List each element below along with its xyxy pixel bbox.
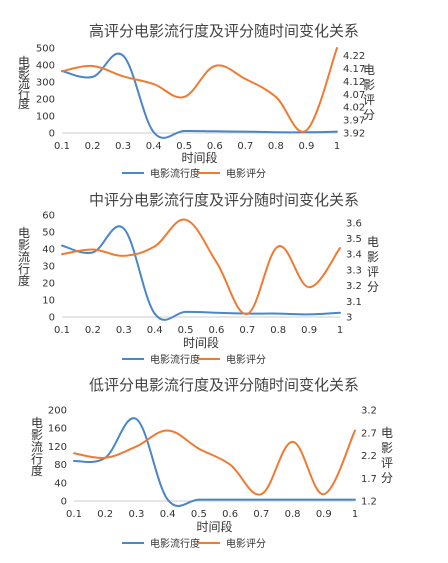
popularity-series-line xyxy=(61,225,341,321)
y-left-tick-label: 60 xyxy=(42,211,55,222)
x-tick-label: 0.7 xyxy=(253,509,269,520)
y-left-tick-label: 50 xyxy=(42,228,55,239)
y-left-tick-label: 160 xyxy=(48,424,67,435)
x-axis-title: 时间段 xyxy=(181,150,217,165)
x-tick-label: 0.4 xyxy=(160,509,176,520)
x-tick-label: 0.1 xyxy=(66,509,82,520)
y-left-tick-label: 80 xyxy=(54,460,67,471)
x-tick-label: 0.8 xyxy=(268,141,284,152)
y-right-axis-title: 电影评分 xyxy=(367,235,379,294)
y-right-tick-label: 3.2 xyxy=(361,406,377,417)
y-right-tick-label: 2.2 xyxy=(361,451,377,462)
y-right-tick-label: 3.2 xyxy=(346,281,362,292)
y-right-tick-label: 4.07 xyxy=(343,90,365,101)
x-tick-label: 0.2 xyxy=(97,509,113,520)
chart-title: 高评分电影流行度及评分随时间变化关系 xyxy=(89,22,359,40)
x-tick-label: 0.6 xyxy=(222,509,238,520)
x-tick-label: 0.7 xyxy=(239,325,255,336)
y-left-tick-label: 40 xyxy=(54,478,67,489)
x-tick-label: 0.7 xyxy=(237,141,253,152)
x-axis-title: 时间段 xyxy=(183,335,219,350)
y-right-tick-label: 2.7 xyxy=(361,428,377,439)
y-left-tick-label: 0 xyxy=(61,497,67,508)
x-axis-title: 时间段 xyxy=(196,519,232,534)
x-tick-label: 0.4 xyxy=(146,141,162,152)
legend-label: 电影评分 xyxy=(226,353,266,366)
popularity-series-line xyxy=(73,417,356,507)
y-right-tick-label: 4.17 xyxy=(343,64,365,75)
y-right-tick-label: 4.12 xyxy=(343,77,365,88)
x-tick-label: 0.8 xyxy=(285,509,301,520)
y-left-tick-label: 100 xyxy=(36,112,55,123)
rating-series-line xyxy=(61,47,338,133)
x-tick-label: 0.5 xyxy=(178,325,194,336)
y-left-tick-label: 120 xyxy=(48,442,67,453)
x-tick-label: 0.9 xyxy=(301,325,317,336)
y-right-tick-label: 1.2 xyxy=(361,497,377,508)
x-tick-label: 0.6 xyxy=(208,325,224,336)
x-tick-label: 0.3 xyxy=(116,325,132,336)
y-right-tick-label: 3.4 xyxy=(346,250,362,261)
y-right-axis-title: 电影评分 xyxy=(363,63,375,122)
x-tick-label: 0.3 xyxy=(128,509,144,520)
x-tick-label: 0.4 xyxy=(147,325,163,336)
x-tick-label: 0.5 xyxy=(191,509,207,520)
y-left-tick-label: 300 xyxy=(36,78,55,89)
y-left-tick-label: 30 xyxy=(42,262,55,273)
x-tick-label: 0.9 xyxy=(298,141,314,152)
legend-label: 电影流行度 xyxy=(150,537,200,550)
y-right-tick-label: 3.6 xyxy=(346,218,362,229)
y-left-tick-label: 500 xyxy=(36,44,55,55)
y-right-tick-label: 4.22 xyxy=(343,51,365,62)
y-left-axis-title: 电影流行度 xyxy=(18,226,30,288)
x-tick-label: 0.8 xyxy=(270,325,286,336)
x-tick-label: 0.2 xyxy=(85,141,101,152)
y-right-tick-label: 3.5 xyxy=(346,234,362,245)
y-left-tick-label: 0 xyxy=(49,313,55,324)
y-left-tick-label: 400 xyxy=(36,61,55,72)
y-right-tick-label: 3.1 xyxy=(346,297,362,308)
x-tick-label: 0.3 xyxy=(115,141,131,152)
y-left-axis-title: 电影流行度 xyxy=(18,55,30,111)
y-right-tick-label: 1.7 xyxy=(361,474,377,485)
x-tick-label: 1 xyxy=(352,509,358,520)
y-left-tick-label: 40 xyxy=(42,245,55,256)
legend-label: 电影评分 xyxy=(226,167,266,180)
x-tick-label: 1 xyxy=(334,141,340,152)
y-left-tick-label: 10 xyxy=(42,296,55,307)
y-left-tick-label: 200 xyxy=(48,406,67,417)
y-right-tick-label: 3.92 xyxy=(343,129,365,140)
popularity-series-line xyxy=(61,52,338,139)
y-left-tick-label: 0 xyxy=(49,129,55,140)
x-tick-label: 0.9 xyxy=(316,509,332,520)
legend-label: 电影流行度 xyxy=(150,167,200,180)
y-left-tick-label: 200 xyxy=(36,95,55,106)
y-left-tick-label: 20 xyxy=(42,279,55,290)
x-tick-label: 0.5 xyxy=(176,141,192,152)
legend-label: 电影评分 xyxy=(226,537,266,550)
y-right-axis-title: 电影评分 xyxy=(381,426,393,485)
rating-series-line xyxy=(61,218,341,315)
x-tick-label: 0.2 xyxy=(85,325,101,336)
y-right-tick-label: 3.3 xyxy=(346,265,362,276)
x-tick-label: 0.1 xyxy=(54,325,70,336)
x-tick-label: 0.1 xyxy=(54,141,70,152)
legend-label: 电影流行度 xyxy=(150,353,200,366)
y-left-axis-title: 电影流行度 xyxy=(31,416,43,478)
y-right-tick-label: 3 xyxy=(346,313,352,324)
rating-series-line xyxy=(73,429,356,496)
x-tick-label: 1 xyxy=(337,325,343,336)
x-tick-label: 0.6 xyxy=(207,141,223,152)
y-right-tick-label: 4.02 xyxy=(343,103,365,114)
y-right-tick-label: 3.97 xyxy=(343,116,365,127)
chart-title: 中评分电影流行度及评分随时间变化关系 xyxy=(89,191,359,209)
chart-title: 低评分电影流行度及评分随时间变化关系 xyxy=(89,376,359,394)
